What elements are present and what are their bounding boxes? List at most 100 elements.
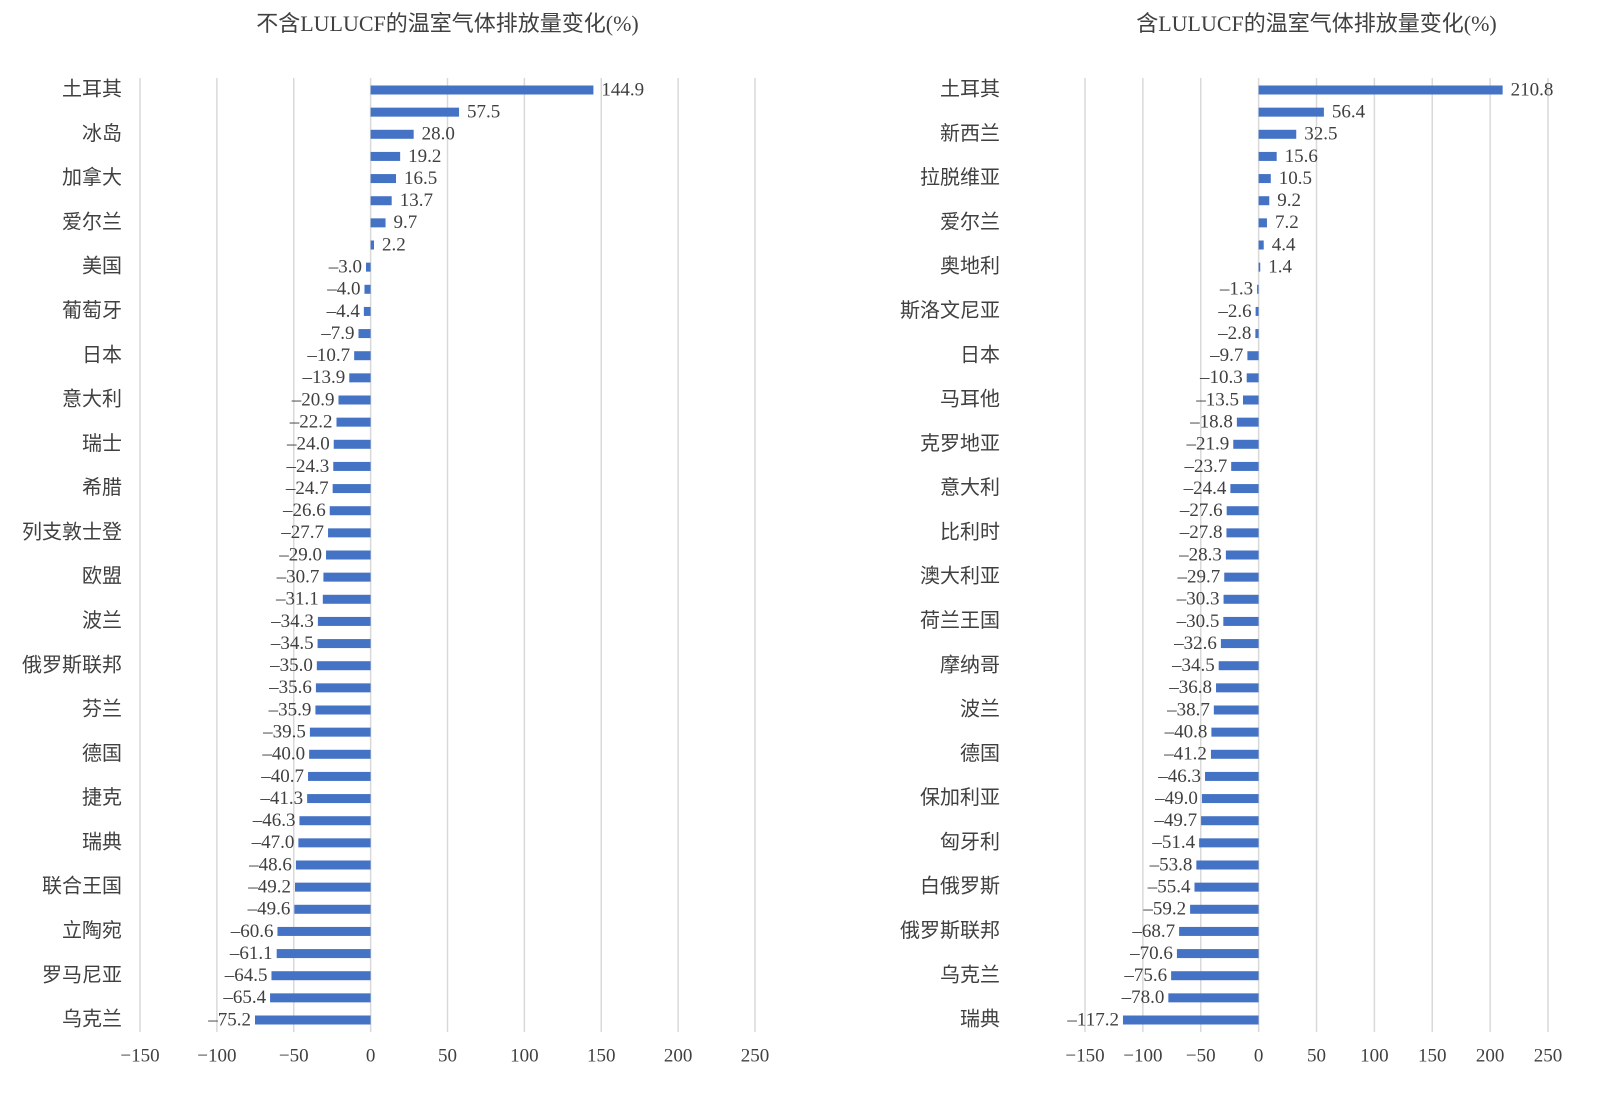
x-tick-label: 50: [1307, 1045, 1326, 1066]
chart-title: 不含LULUCF的温室气体排放量变化(%): [256, 11, 639, 36]
bar: [1258, 196, 1270, 206]
data-label: –21.9: [1186, 434, 1230, 455]
bar: [1179, 926, 1259, 936]
bar: [1210, 749, 1259, 759]
data-label: –13.5: [1195, 389, 1239, 410]
bar: [370, 129, 414, 139]
data-label: –24.0: [286, 434, 330, 455]
bar: [1258, 129, 1297, 139]
y-tick-label: 爱尔兰: [940, 210, 1000, 233]
y-tick-label: 芬兰: [82, 698, 122, 721]
bar: [1201, 794, 1259, 804]
y-tick-label: 荷兰王国: [920, 609, 1000, 632]
data-label: –75.2: [207, 1009, 251, 1030]
data-label: 19.2: [408, 146, 441, 167]
bar: [1220, 639, 1259, 649]
bar: [1246, 373, 1259, 383]
bar: [1223, 594, 1259, 604]
bar: [315, 705, 371, 715]
x-tick-label: 50: [438, 1045, 457, 1066]
data-label: –49.2: [247, 877, 291, 898]
bar: [1242, 395, 1259, 405]
bar: [354, 351, 371, 361]
bar: [1223, 616, 1259, 626]
data-label: –22.2: [289, 412, 333, 433]
y-tick-label: 欧盟: [82, 565, 122, 588]
data-label: –13.9: [302, 367, 346, 388]
bar: [1205, 771, 1259, 781]
bar: [1194, 882, 1259, 892]
bar: [1199, 838, 1259, 848]
y-tick-label: 加拿大: [62, 165, 122, 189]
data-label: 16.5: [404, 168, 437, 189]
bar: [317, 639, 371, 649]
y-tick-label: 波兰: [82, 609, 122, 632]
bar: [1258, 151, 1277, 161]
x-tick-label: −50: [1186, 1045, 1216, 1066]
bar: [1258, 218, 1267, 228]
data-label: –27.7: [280, 522, 324, 543]
y-tick-label: 斯洛文尼亚: [900, 299, 1000, 322]
bar: [316, 661, 371, 671]
bar: [1231, 461, 1259, 471]
x-tick-label: 0: [366, 1045, 376, 1066]
data-label: –24.7: [285, 478, 329, 499]
y-tick-label: 瑞典: [82, 830, 122, 853]
bar: [370, 107, 460, 117]
data-label: –10.7: [306, 345, 350, 366]
bar: [1213, 705, 1259, 715]
bar: [329, 506, 371, 516]
data-label: –23.7: [1183, 456, 1227, 477]
data-label: –4.0: [326, 279, 360, 300]
data-label: –35.6: [268, 677, 312, 698]
bar: [1225, 550, 1259, 560]
bar: [322, 594, 371, 604]
data-label: –29.0: [278, 544, 322, 565]
y-tick-label: 日本: [960, 343, 1000, 366]
data-label: 2.2: [382, 234, 406, 255]
y-tick-label: 瑞士: [82, 432, 122, 455]
bar: [1226, 506, 1259, 516]
data-label: –36.8: [1168, 677, 1212, 698]
y-tick-label: 葡萄牙: [62, 299, 122, 322]
bar: [370, 240, 375, 250]
bar: [1171, 971, 1259, 981]
y-tick-label: 德国: [82, 742, 122, 765]
bar: [1247, 351, 1259, 361]
bar: [364, 284, 371, 294]
data-label: –35.0: [269, 655, 313, 676]
bar: [299, 816, 371, 826]
bar: [1216, 683, 1259, 693]
bar: [298, 838, 371, 848]
data-label: –40.7: [260, 766, 304, 787]
data-label: –78.0: [1121, 987, 1165, 1008]
y-tick-label: 俄罗斯联邦: [22, 653, 122, 676]
data-label: 56.4: [1332, 102, 1366, 123]
bar: [294, 882, 371, 892]
data-label: –4.4: [326, 301, 361, 322]
y-tick-label: 捷克: [82, 786, 122, 809]
bar: [333, 439, 371, 449]
bar: [370, 196, 392, 206]
data-label: 9.7: [394, 212, 418, 233]
x-tick-label: 150: [587, 1045, 616, 1066]
bar: [1190, 904, 1259, 914]
bar: [276, 949, 371, 959]
data-label: 28.0: [422, 124, 455, 145]
y-tick-label: 日本: [82, 343, 122, 366]
y-tick-label: 立陶宛: [62, 919, 122, 942]
bar: [358, 329, 371, 339]
bar: [1258, 174, 1271, 184]
y-tick-label: 土耳其: [940, 78, 1000, 101]
bar: [332, 484, 371, 494]
y-tick-label: 比利时: [940, 520, 1000, 543]
data-label: –117.2: [1066, 1009, 1119, 1030]
bar: [333, 461, 371, 471]
data-label: –41.3: [259, 788, 303, 809]
data-label: –59.2: [1142, 899, 1186, 920]
y-tick-label: 意大利: [62, 388, 122, 411]
y-tick-label: 新西兰: [940, 122, 1000, 145]
data-label: 210.8: [1511, 79, 1554, 100]
data-label: –34.3: [270, 611, 314, 632]
x-tick-label: 250: [1534, 1045, 1563, 1066]
